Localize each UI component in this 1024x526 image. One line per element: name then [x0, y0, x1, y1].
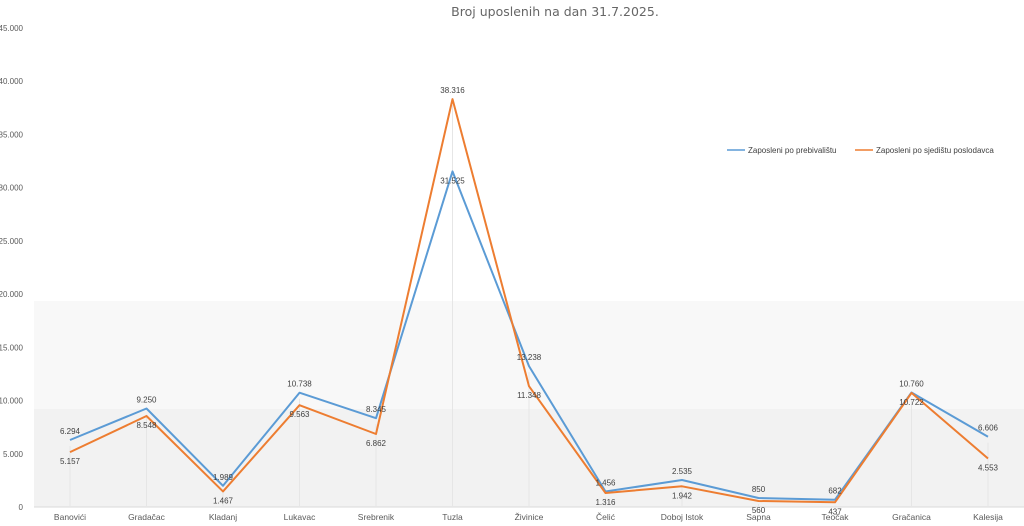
- data-label: 9.250: [136, 396, 157, 405]
- y-tick-label: 20.000: [0, 290, 24, 299]
- x-tick-label: Živinice: [515, 512, 544, 522]
- x-tick-label: Kalesija: [973, 512, 1003, 522]
- data-label: 682: [828, 487, 842, 496]
- y-tick-label: 35.000: [0, 130, 24, 139]
- data-label: 1.456: [595, 479, 616, 488]
- y-tick-label: 30.000: [0, 184, 24, 193]
- y-tick-label: 25.000: [0, 237, 24, 246]
- data-label: 2.535: [672, 467, 693, 476]
- y-tick-label: 5.000: [3, 450, 24, 459]
- data-label: 10.760: [899, 379, 924, 388]
- data-label: 10.738: [287, 380, 312, 389]
- data-label: 5.157: [60, 457, 81, 466]
- data-label: 8.345: [366, 405, 387, 414]
- data-label: 1.316: [595, 498, 616, 507]
- data-label: 4.553: [978, 464, 999, 473]
- y-tick-label: 10.000: [0, 397, 24, 406]
- data-label: 850: [752, 485, 766, 494]
- legend: Zaposleni po prebivalištu Zaposleni po s…: [727, 146, 994, 155]
- legend-label-prebivalistu: Zaposleni po prebivalištu: [748, 146, 837, 155]
- series-line-sjedistu: [69, 98, 989, 504]
- y-tick-label: 15.000: [0, 343, 24, 352]
- y-tick-label: 0: [19, 503, 24, 512]
- x-tick-label: Gradačac: [128, 512, 166, 522]
- x-tick-label: Čelić: [596, 512, 616, 522]
- x-tick-label: Banovići: [54, 512, 86, 522]
- y-axis: 0 5.000 10.000 15.000 20.000 25.000 30.000 35.0…: [0, 24, 24, 512]
- chart-title: Broj uposlenih na dan 31.7.2025.: [451, 4, 659, 19]
- x-tick-label: Teočak: [822, 512, 850, 522]
- data-label: 1.942: [672, 491, 693, 500]
- data-label: 560: [752, 506, 766, 515]
- series-lines: [69, 98, 989, 504]
- data-label: 9.563: [289, 410, 310, 419]
- data-label: 13.238: [517, 353, 542, 362]
- legend-label-sjedistu: Zaposleni po sjedištu poslodavca: [876, 146, 994, 155]
- x-tick-label: Tuzla: [442, 512, 463, 522]
- x-tick-label: Srebrenik: [358, 512, 395, 522]
- data-label: 6.606: [978, 424, 999, 433]
- x-axis: Banovići Gradačac Kladanj Lukavac Srebrenik T…: [34, 506, 1024, 522]
- data-label: 437: [828, 507, 842, 516]
- x-tick-label: Gračanica: [892, 512, 931, 522]
- x-tick-label: Lukavac: [284, 512, 316, 522]
- data-label: 1.467: [213, 496, 234, 505]
- data-label: 6.294: [60, 427, 81, 436]
- data-label: 10.722: [899, 398, 924, 407]
- y-tick-label: 40.000: [0, 77, 24, 86]
- data-label: 8.548: [136, 421, 157, 430]
- series-line-prebivalistu: [69, 170, 989, 501]
- data-label: 1.989: [213, 473, 234, 482]
- data-label: 6.862: [366, 439, 387, 448]
- x-tick-label: Kladanj: [209, 512, 237, 522]
- data-label: 11.348: [517, 391, 541, 400]
- data-labels: 6.294 5.157 9.250 8.548 1.989 1.467 10.738 9.56…: [60, 86, 999, 516]
- y-tick-label: 45.000: [0, 24, 24, 33]
- x-tick-label: Sapna: [746, 512, 771, 522]
- data-label: 38.316: [440, 86, 465, 95]
- x-tick-label: Doboj Istok: [661, 512, 704, 522]
- data-label: 31.525: [440, 176, 465, 185]
